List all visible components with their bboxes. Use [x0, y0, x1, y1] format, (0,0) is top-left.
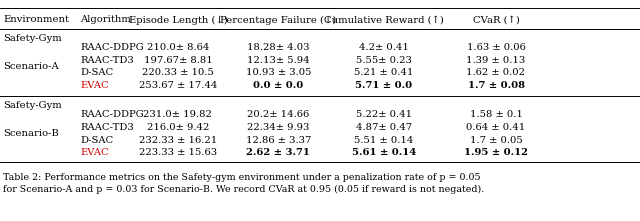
Text: D-SAC: D-SAC: [80, 136, 113, 145]
Text: 1.7 ± 0.05: 1.7 ± 0.05: [470, 136, 522, 145]
Text: Safety-Gym: Safety-Gym: [3, 34, 62, 42]
Text: 210.0± 8.64: 210.0± 8.64: [147, 43, 209, 52]
Text: 253.67 ± 17.44: 253.67 ± 17.44: [139, 81, 217, 90]
Text: 5.55± 0.23: 5.55± 0.23: [356, 56, 412, 65]
Text: Cumulative Reward (↑): Cumulative Reward (↑): [324, 15, 444, 24]
Text: Percentage Failure (↓): Percentage Failure (↓): [220, 15, 337, 25]
Text: 1.7 ± 0.08: 1.7 ± 0.08: [467, 81, 525, 90]
Text: 197.67± 8.81: 197.67± 8.81: [143, 56, 212, 65]
Text: 1.63 ± 0.06: 1.63 ± 0.06: [467, 43, 525, 52]
Text: 1.95 ± 0.12: 1.95 ± 0.12: [464, 148, 528, 157]
Text: 2.62 ± 3.71: 2.62 ± 3.71: [246, 148, 310, 157]
Text: Scenario-B: Scenario-B: [3, 129, 59, 138]
Text: CVaR (↑): CVaR (↑): [472, 15, 520, 24]
Text: RAAC-DDPG: RAAC-DDPG: [80, 43, 144, 52]
Text: 0.64 ± 0.41: 0.64 ± 0.41: [467, 123, 525, 132]
Text: 1.39 ± 0.13: 1.39 ± 0.13: [467, 56, 525, 65]
Text: 12.13± 5.94: 12.13± 5.94: [247, 56, 310, 65]
Text: 10.93 ± 3.05: 10.93 ± 3.05: [246, 69, 311, 77]
Text: 5.51 ± 0.14: 5.51 ± 0.14: [355, 136, 413, 145]
Text: 5.71 ± 0.0: 5.71 ± 0.0: [355, 81, 413, 90]
Text: 20.2± 14.66: 20.2± 14.66: [247, 110, 310, 119]
Text: Episode Length (↓): Episode Length (↓): [129, 15, 227, 25]
Text: D-SAC: D-SAC: [80, 69, 113, 77]
Text: 4.87± 0.47: 4.87± 0.47: [356, 123, 412, 132]
Text: 1.58 ± 0.1: 1.58 ± 0.1: [470, 110, 522, 119]
Text: Algorithm: Algorithm: [80, 15, 131, 24]
Text: EVAC: EVAC: [80, 148, 109, 157]
Text: 220.33 ± 10.5: 220.33 ± 10.5: [142, 69, 214, 77]
Text: 5.22± 0.41: 5.22± 0.41: [356, 110, 412, 119]
Text: 232.33 ± 16.21: 232.33 ± 16.21: [139, 136, 217, 145]
Text: RAAC-DDPG: RAAC-DDPG: [80, 110, 144, 119]
Text: 12.86 ± 3.37: 12.86 ± 3.37: [246, 136, 311, 145]
Text: Table 2: Performance metrics on the Safety-gym environment under a penalization : Table 2: Performance metrics on the Safe…: [3, 173, 481, 182]
Text: 18.28± 4.03: 18.28± 4.03: [247, 43, 310, 52]
Text: 22.34± 9.93: 22.34± 9.93: [247, 123, 310, 132]
Text: 216.0± 9.42: 216.0± 9.42: [147, 123, 209, 132]
Text: 223.33 ± 15.63: 223.33 ± 15.63: [139, 148, 217, 157]
Text: 4.2± 0.41: 4.2± 0.41: [359, 43, 409, 52]
Text: RAAC-TD3: RAAC-TD3: [80, 123, 134, 132]
Text: for Scenario-A and p = 0.03 for Scenario-B. We record CVaR at 0.95 (0.05 if rewa: for Scenario-A and p = 0.03 for Scenario…: [3, 184, 484, 194]
Text: Scenario-A: Scenario-A: [3, 62, 59, 71]
Text: EVAC: EVAC: [80, 81, 109, 90]
Text: 231.0± 19.82: 231.0± 19.82: [143, 110, 212, 119]
Text: Safety-Gym: Safety-Gym: [3, 101, 62, 110]
Text: RAAC-TD3: RAAC-TD3: [80, 56, 134, 65]
Text: Environment: Environment: [3, 15, 69, 24]
Text: 0.0 ± 0.0: 0.0 ± 0.0: [253, 81, 303, 90]
Text: 5.61 ± 0.14: 5.61 ± 0.14: [352, 148, 416, 157]
Text: 1.62 ± 0.02: 1.62 ± 0.02: [467, 69, 525, 77]
Text: 5.21 ± 0.41: 5.21 ± 0.41: [355, 69, 413, 77]
